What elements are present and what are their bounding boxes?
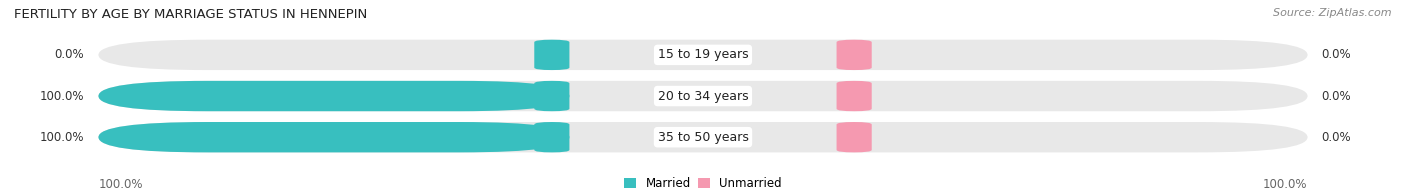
FancyBboxPatch shape <box>837 81 872 111</box>
FancyBboxPatch shape <box>837 40 872 70</box>
Text: 100.0%: 100.0% <box>98 178 143 191</box>
FancyBboxPatch shape <box>98 40 1308 70</box>
Legend: Married, Unmarried: Married, Unmarried <box>624 177 782 190</box>
FancyBboxPatch shape <box>534 40 569 70</box>
Text: 0.0%: 0.0% <box>1322 48 1351 61</box>
FancyBboxPatch shape <box>98 122 1308 152</box>
FancyBboxPatch shape <box>98 81 569 111</box>
FancyBboxPatch shape <box>98 122 569 152</box>
FancyBboxPatch shape <box>837 122 872 152</box>
Text: 20 to 34 years: 20 to 34 years <box>658 90 748 103</box>
FancyBboxPatch shape <box>534 81 569 111</box>
Text: 0.0%: 0.0% <box>1322 90 1351 103</box>
Text: 100.0%: 100.0% <box>39 90 84 103</box>
FancyBboxPatch shape <box>534 122 569 152</box>
Text: Source: ZipAtlas.com: Source: ZipAtlas.com <box>1274 8 1392 18</box>
Text: 100.0%: 100.0% <box>39 131 84 144</box>
Text: 35 to 50 years: 35 to 50 years <box>658 131 748 144</box>
Text: FERTILITY BY AGE BY MARRIAGE STATUS IN HENNEPIN: FERTILITY BY AGE BY MARRIAGE STATUS IN H… <box>14 8 367 21</box>
Text: 0.0%: 0.0% <box>1322 131 1351 144</box>
Text: 15 to 19 years: 15 to 19 years <box>658 48 748 61</box>
Text: 0.0%: 0.0% <box>55 48 84 61</box>
FancyBboxPatch shape <box>98 81 1308 111</box>
Text: 100.0%: 100.0% <box>1263 178 1308 191</box>
